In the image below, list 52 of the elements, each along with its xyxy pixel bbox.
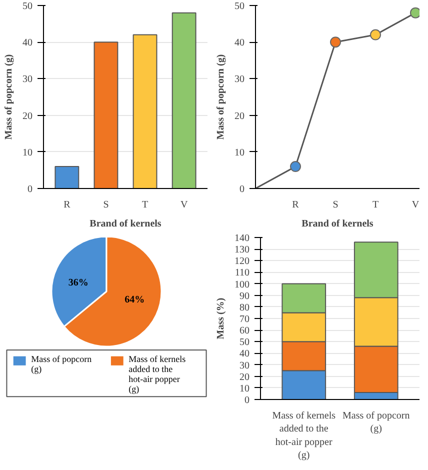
y-tick-label: 70 [240, 314, 250, 325]
bar [54, 166, 80, 188]
legend-label: Mass of popcorn (g) [31, 354, 92, 374]
point [370, 29, 381, 40]
y-tick-label: 0 [244, 395, 250, 406]
y-tick-label: 50 [22, 1, 32, 12]
point [290, 161, 301, 172]
bar [132, 34, 158, 188]
y-tick-label: 120 [234, 256, 250, 268]
y-tick-label: 20 [240, 372, 250, 383]
y-axis-title: Mass (%) [216, 298, 226, 340]
y-tick-label: 40 [234, 38, 244, 49]
bar [94, 42, 118, 188]
y-tick-label: 30 [234, 74, 244, 86]
y-tick-label: 40 [240, 348, 250, 360]
y-tick-label: 40 [22, 38, 32, 49]
x-tick-label: T [372, 200, 379, 210]
x-tick-label: V [412, 200, 420, 210]
bar [172, 12, 196, 188]
y-axis-title: Mass of popcorn (g) [4, 54, 14, 140]
x-tick-label: R [64, 200, 71, 210]
y-tick-label: 50 [240, 337, 250, 348]
x-tick-label: S [332, 200, 338, 210]
y-tick-label: 90 [240, 290, 250, 302]
y-tick-label: 110 [234, 268, 250, 279]
y-tick-label: 80 [240, 302, 250, 314]
y-tick-label: 100 [234, 279, 250, 290]
data-label: 64% [124, 294, 145, 306]
y-tick-label: 10 [240, 383, 250, 394]
y-tick-label: 0 [240, 184, 244, 195]
x-tick-label: S [103, 200, 109, 210]
y-tick-label: 20 [234, 110, 244, 122]
y-tick-label: 10 [234, 147, 244, 158]
y-tick-label: 0 [28, 184, 32, 195]
point [410, 7, 420, 18]
y-tick-label: 30 [22, 74, 32, 86]
y-tick-label: 140 [234, 233, 250, 244]
y-tick-label: 20 [22, 110, 32, 122]
legend-label: Mass of kernels added to the hot-air popper (g) [128, 354, 186, 394]
y-tick-label: 50 [234, 1, 244, 12]
y-tick-label: 130 [234, 244, 250, 256]
data-label: 36% [68, 278, 88, 289]
y-tick-label: 10 [22, 147, 32, 158]
x-axis-title: Brand of kernels [90, 218, 162, 230]
x-axis-title: Brand of kernels [302, 218, 374, 230]
x-tick-label: V [180, 200, 188, 210]
y-tick-label: 30 [240, 360, 250, 372]
y-axis-title: Mass of popcorn (g) [216, 54, 226, 140]
x-tick-label: T [142, 200, 148, 210]
point [330, 36, 341, 48]
y-tick-label: 60 [240, 326, 250, 337]
x-tick-label: R [292, 200, 300, 210]
